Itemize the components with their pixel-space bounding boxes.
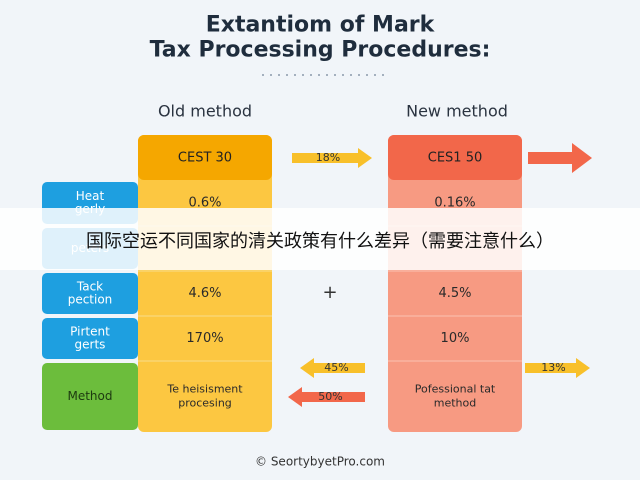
cell-value: 170% xyxy=(186,331,223,346)
arrow-label: 13% xyxy=(541,361,565,374)
column-header-text: CEST 30 xyxy=(178,151,232,166)
cell-value: 0.16% xyxy=(434,196,475,211)
arrow-label: 50% xyxy=(318,390,342,403)
column-heading: Old method xyxy=(158,102,252,121)
column-header xyxy=(388,135,522,180)
row-label: pection xyxy=(68,293,113,307)
footer: © SeortybyetPro.com xyxy=(255,455,385,469)
row-label: Method xyxy=(67,389,112,403)
plus: + xyxy=(322,282,337,303)
banner-text: 国际空运不同国家的清关政策有什么差异（需要注意什么） xyxy=(86,231,554,252)
banner xyxy=(0,208,640,270)
column-header xyxy=(138,135,272,180)
cell-value: 4.6% xyxy=(188,286,221,301)
row-label: gerts xyxy=(75,338,106,352)
arrow-label: 45% xyxy=(324,361,348,374)
cell-value: method xyxy=(434,397,476,410)
cell-value: 0.6% xyxy=(188,196,221,211)
cell-value: Te heisisment xyxy=(166,383,243,396)
column-header-text: CES1 50 xyxy=(428,151,483,166)
title: Tax Processing Procedures: xyxy=(150,38,491,63)
row-label: Heat xyxy=(76,189,105,203)
arrow xyxy=(288,387,365,407)
cell-value: 4.5% xyxy=(438,286,471,301)
row-label: Tack xyxy=(76,280,103,294)
row-label-box xyxy=(42,363,138,430)
arrow xyxy=(292,148,372,168)
arrow xyxy=(525,358,590,378)
cell-value: procesing xyxy=(178,397,232,410)
arrow-label: 18% xyxy=(316,151,340,164)
title: Extantiom of Mark xyxy=(206,13,436,38)
row-label-box xyxy=(42,273,138,314)
row-label: Pirtent xyxy=(70,325,110,339)
cell-value: Pofessional tat xyxy=(415,383,496,396)
arrow xyxy=(300,358,365,378)
arrow xyxy=(528,143,592,173)
row-label-box xyxy=(42,318,138,359)
column-heading: New method xyxy=(406,102,508,121)
cell-value: 10% xyxy=(441,331,470,346)
